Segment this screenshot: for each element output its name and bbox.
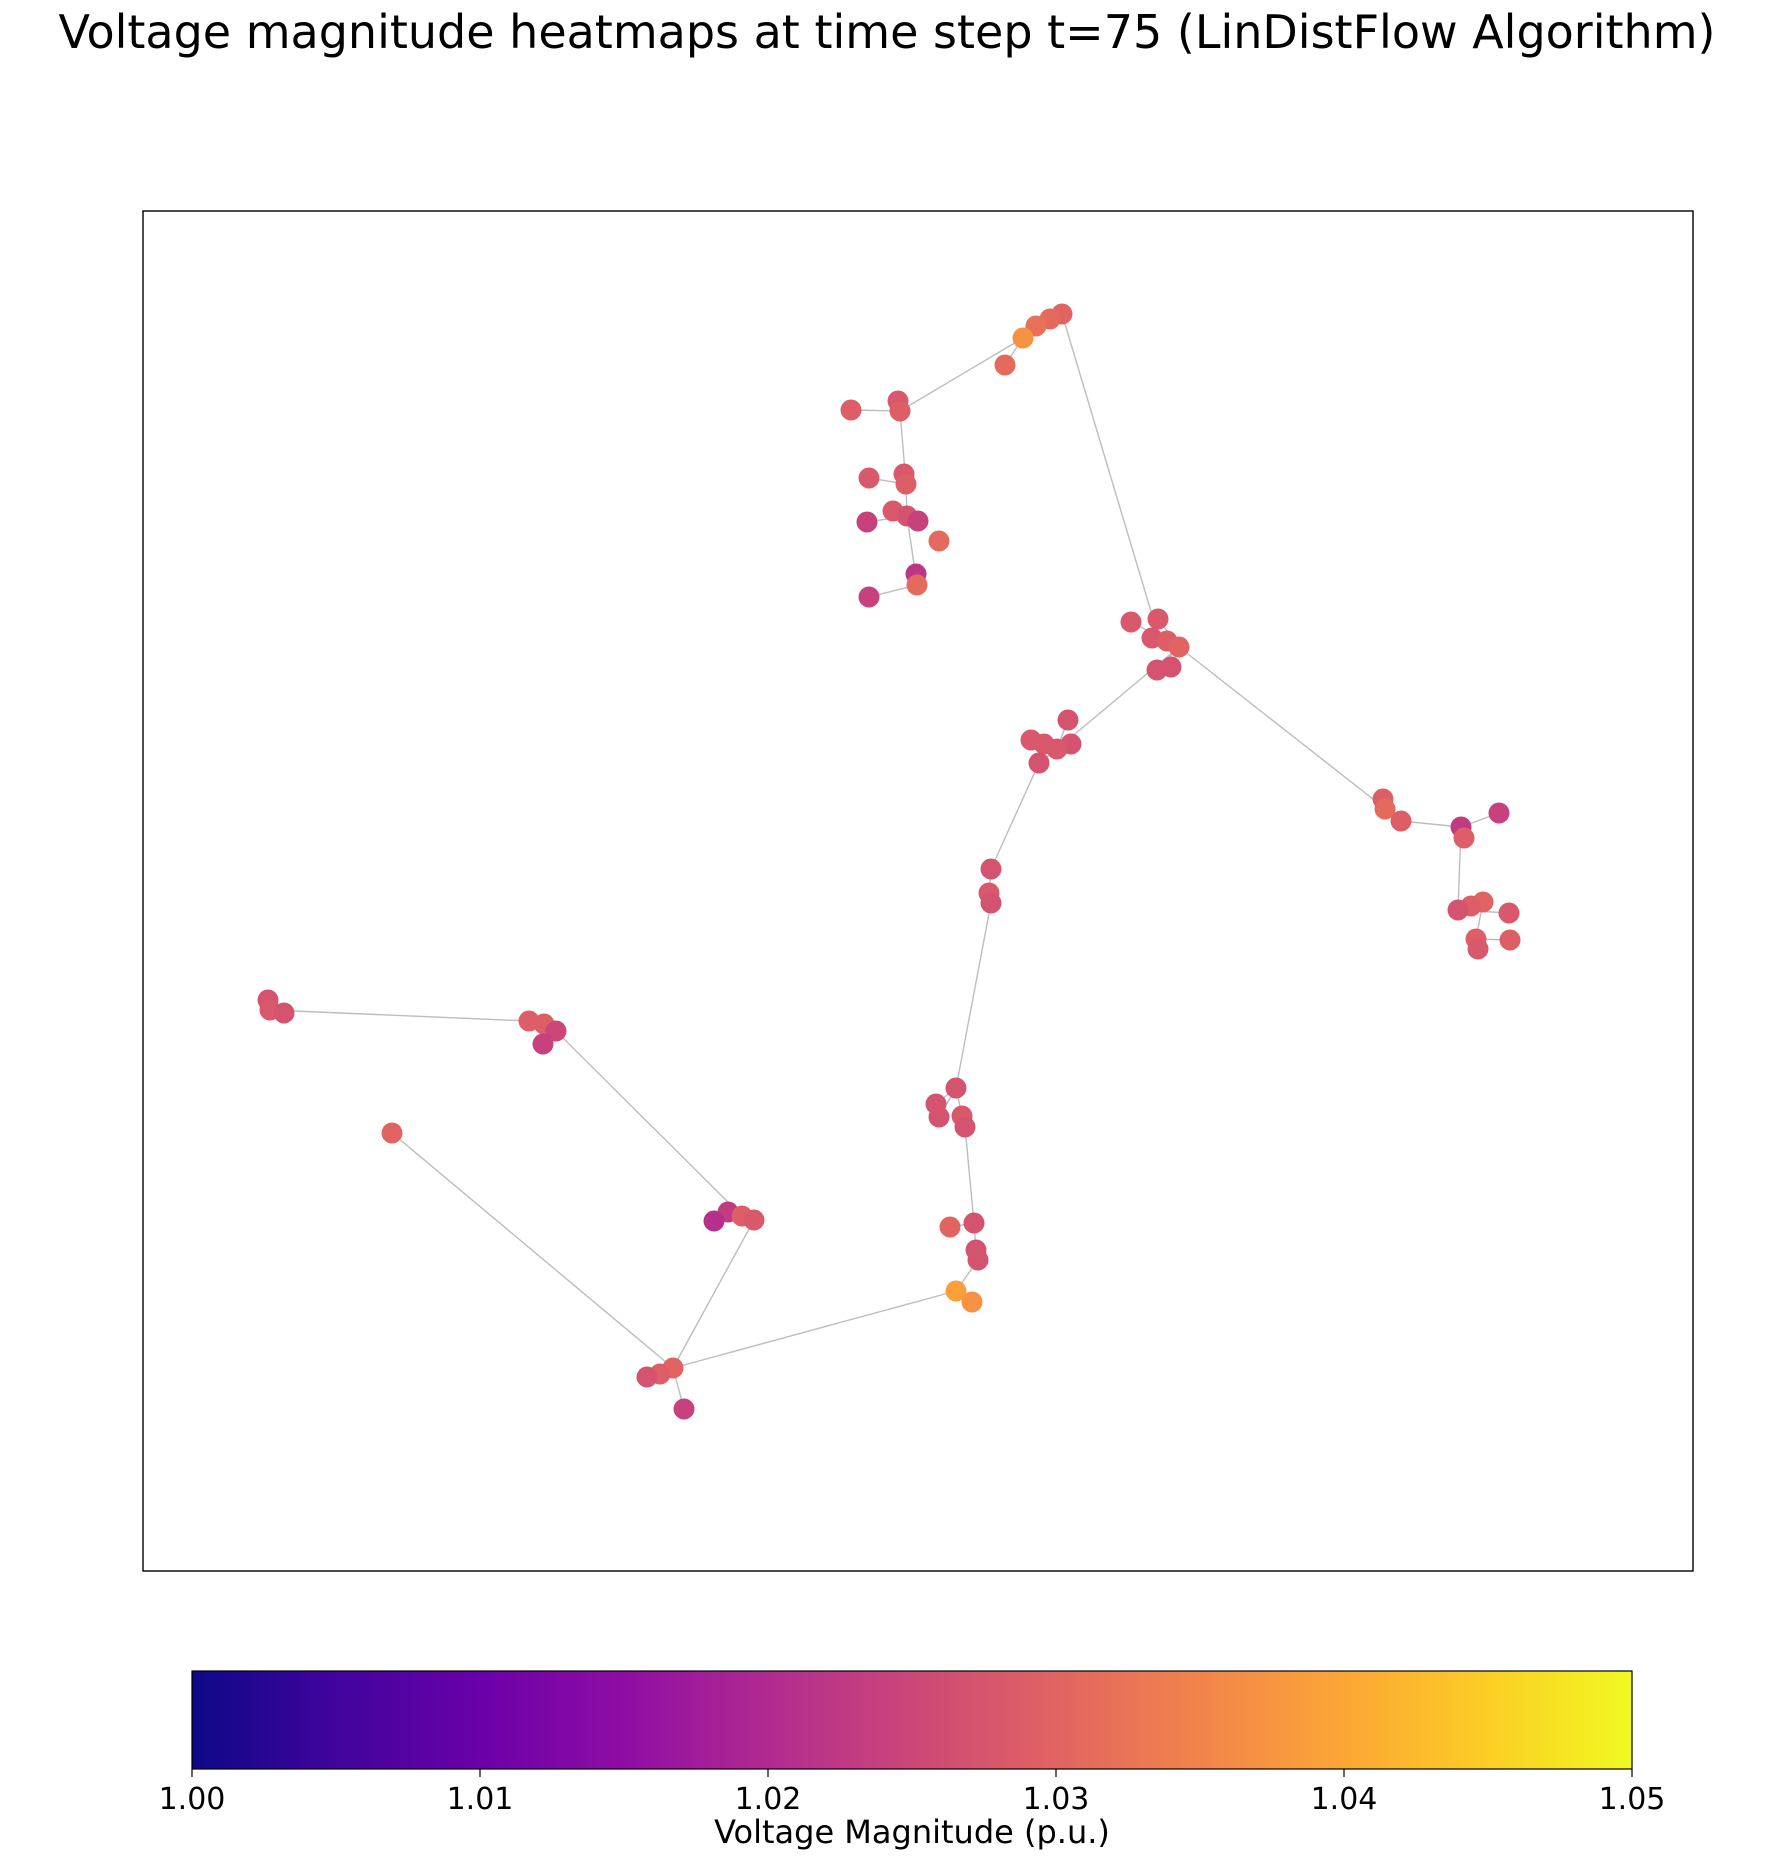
bus-node [1028, 752, 1050, 774]
colorbar-tick-label: 1.03 [1023, 1782, 1090, 1817]
bus-node [928, 1106, 950, 1128]
bus-node [1374, 798, 1396, 820]
bus-node [858, 586, 880, 608]
bus-node [1467, 938, 1489, 960]
bus-node [994, 354, 1016, 376]
bus-node [928, 530, 950, 552]
bus-node [1168, 636, 1190, 658]
network-edge [1061, 313, 1163, 649]
bus-node [1120, 611, 1142, 633]
bus-node [840, 399, 862, 421]
bus-node [858, 467, 880, 489]
bus-node [961, 1291, 983, 1313]
bus-node [673, 1398, 695, 1420]
bus-node [703, 1210, 725, 1232]
bus-node [1453, 827, 1475, 849]
network-nodes [257, 303, 1521, 1420]
bus-node [980, 892, 1002, 914]
colorbar-tick-label: 1.05 [1599, 1782, 1666, 1817]
bus-node [1046, 738, 1068, 760]
network-edge [269, 1009, 530, 1022]
network-edge [1178, 646, 1402, 822]
network-edge [672, 1219, 755, 1369]
bus-node [980, 858, 1002, 880]
bus-node [381, 1122, 403, 1144]
bus-node [532, 1033, 554, 1055]
bus-node [954, 1116, 976, 1138]
bus-node [1147, 608, 1169, 630]
colorbar-tick-label: 1.02 [735, 1782, 802, 1817]
plot-frame [142, 210, 1694, 1572]
bus-node [963, 1212, 985, 1234]
colorbar-label: Voltage Magnitude (p.u.) [714, 1813, 1110, 1851]
network-edge [990, 762, 1040, 870]
bus-node [1499, 929, 1521, 951]
bus-node [939, 1216, 961, 1238]
bus-node [945, 1077, 967, 1099]
bus-node [907, 510, 929, 532]
bus-node [945, 1280, 967, 1302]
bus-node [1488, 802, 1510, 824]
colorbar-tick-label: 1.00 [159, 1782, 226, 1817]
network-edges [267, 313, 1511, 1410]
bus-node [1447, 899, 1469, 921]
bus-node [1012, 327, 1034, 349]
colorbar-ticks: 1.00 1.01 1.02 1.03 1.04 1.05 [159, 1769, 1666, 1817]
colorbar-tick-label: 1.01 [447, 1782, 514, 1817]
network-edge [672, 1290, 957, 1369]
bus-node [967, 1249, 989, 1271]
bus-node [545, 1020, 567, 1042]
bus-node [273, 1002, 295, 1024]
network-edge [964, 1126, 975, 1224]
bus-node [1057, 709, 1079, 731]
chart-title: Voltage magnitude heatmaps at time step … [59, 5, 1716, 59]
bus-node [895, 473, 917, 495]
bus-node [1498, 902, 1520, 924]
network-edge [899, 337, 1024, 412]
colorbar-tick-label: 1.04 [1311, 1782, 1378, 1817]
bus-node [1146, 659, 1168, 681]
network-edge [391, 1132, 674, 1369]
bus-node [636, 1366, 658, 1388]
bus-node [906, 574, 928, 596]
bus-node [1390, 810, 1412, 832]
network-edge [955, 902, 992, 1089]
colorbar [191, 1670, 1633, 1770]
network-edge [555, 1030, 743, 1217]
bus-node [856, 511, 878, 533]
bus-node [889, 400, 911, 422]
bus-node [743, 1209, 765, 1231]
